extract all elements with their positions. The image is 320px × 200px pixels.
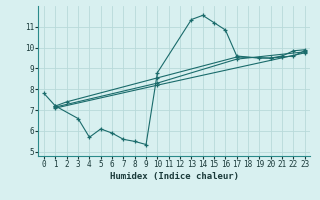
X-axis label: Humidex (Indice chaleur): Humidex (Indice chaleur) [110,172,239,181]
